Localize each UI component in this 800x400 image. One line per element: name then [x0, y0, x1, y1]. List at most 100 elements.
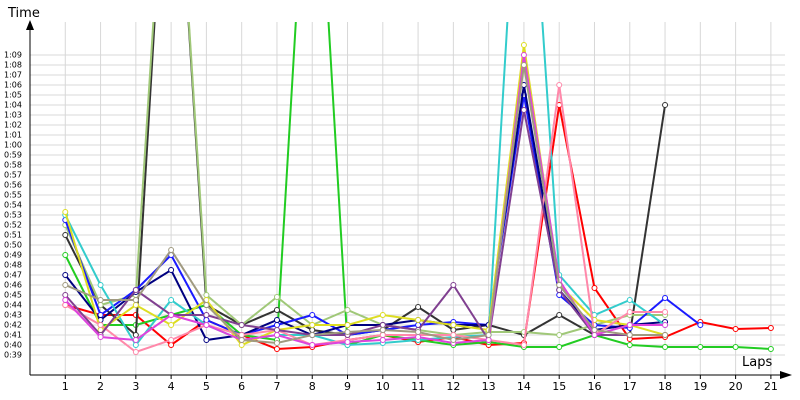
point — [344, 329, 351, 335]
point — [168, 247, 175, 253]
x-tick-label: 7 — [273, 380, 280, 393]
point — [97, 334, 104, 340]
series-line — [64, 22, 666, 347]
y-tick-label: 0:48 — [4, 261, 22, 270]
y-tick-label: 0:43 — [4, 311, 22, 320]
x-tick-label: 1 — [62, 380, 69, 393]
point — [97, 302, 104, 308]
point — [450, 282, 457, 288]
x-tick-label: 13 — [482, 380, 496, 393]
point — [485, 337, 492, 343]
x-tick-label: 17 — [623, 380, 637, 393]
plot-area — [62, 22, 774, 355]
point — [626, 342, 633, 348]
point — [273, 294, 280, 300]
point — [273, 327, 280, 333]
point — [273, 322, 280, 328]
x-tick-label: 18 — [658, 380, 672, 393]
y-tick-label: 0:45 — [4, 291, 22, 300]
point — [450, 322, 457, 328]
y-tick-label: 1:01 — [4, 131, 22, 140]
point — [132, 337, 139, 343]
series-line — [64, 84, 666, 354]
point — [62, 252, 69, 258]
y-tick-label: 1:04 — [4, 101, 22, 110]
y-tick-label: 0:52 — [4, 221, 22, 230]
point — [732, 344, 739, 350]
x-tick-label: 16 — [587, 380, 601, 393]
point — [344, 307, 351, 313]
point — [556, 312, 563, 318]
y-tick-label: 1:07 — [4, 71, 22, 80]
x-tick-label: 12 — [446, 380, 460, 393]
point — [203, 337, 210, 343]
point — [203, 317, 210, 323]
point — [450, 332, 457, 338]
point — [168, 312, 175, 318]
point — [203, 302, 210, 308]
point — [379, 322, 386, 328]
y-tick-label: 0:56 — [4, 181, 22, 190]
y-tick-label: 0:54 — [4, 201, 22, 210]
x-tick-label: 9 — [344, 380, 351, 393]
point — [697, 322, 704, 328]
point — [415, 329, 422, 335]
point — [379, 332, 386, 338]
point — [97, 282, 104, 288]
point — [97, 322, 104, 328]
point — [556, 332, 563, 338]
point — [132, 297, 139, 303]
point — [662, 344, 669, 350]
point — [591, 332, 598, 338]
y-tick-label: 0:59 — [4, 151, 22, 160]
point — [415, 317, 422, 323]
point — [273, 332, 280, 338]
point — [591, 285, 598, 291]
point — [62, 282, 69, 288]
y-tick-label: 0:58 — [4, 161, 22, 170]
point — [520, 62, 527, 68]
point — [450, 337, 457, 343]
point — [309, 342, 316, 348]
point — [132, 342, 139, 348]
point — [520, 42, 527, 48]
point — [168, 342, 175, 348]
point — [168, 322, 175, 328]
point — [97, 297, 104, 303]
y-tick-label: 0:39 — [4, 351, 22, 360]
point — [168, 267, 175, 273]
point — [62, 297, 69, 303]
y-tick-label: 0:57 — [4, 171, 22, 180]
y-tick-label: 0:46 — [4, 281, 22, 290]
x-tick-label: 11 — [411, 380, 425, 393]
y-tick-label: 0:47 — [4, 271, 22, 280]
y-tick-label: 0:51 — [4, 231, 22, 240]
y-tick-label: 1:02 — [4, 121, 22, 130]
point — [344, 339, 351, 345]
y-tick-label: 0:50 — [4, 241, 22, 250]
point — [415, 304, 422, 310]
point — [62, 232, 69, 238]
point — [309, 332, 316, 338]
y-tick-label: 0:42 — [4, 321, 22, 330]
point — [485, 332, 492, 338]
y-axis-arrow — [26, 20, 34, 30]
y-tick-label: 1:05 — [4, 91, 22, 100]
series-line — [64, 64, 666, 345]
point — [662, 295, 669, 301]
y-tick-label: 1:08 — [4, 61, 22, 70]
x-tick-label: 2 — [97, 380, 104, 393]
x-tick-label: 15 — [552, 380, 566, 393]
point — [626, 309, 633, 315]
point — [203, 292, 210, 298]
point — [62, 209, 69, 215]
series-line — [64, 22, 666, 337]
point — [379, 337, 386, 343]
x-tick-label: 21 — [764, 380, 778, 393]
point — [238, 322, 245, 328]
point — [273, 307, 280, 313]
x-tick-label: 8 — [309, 380, 316, 393]
point — [273, 317, 280, 323]
point — [62, 272, 69, 278]
